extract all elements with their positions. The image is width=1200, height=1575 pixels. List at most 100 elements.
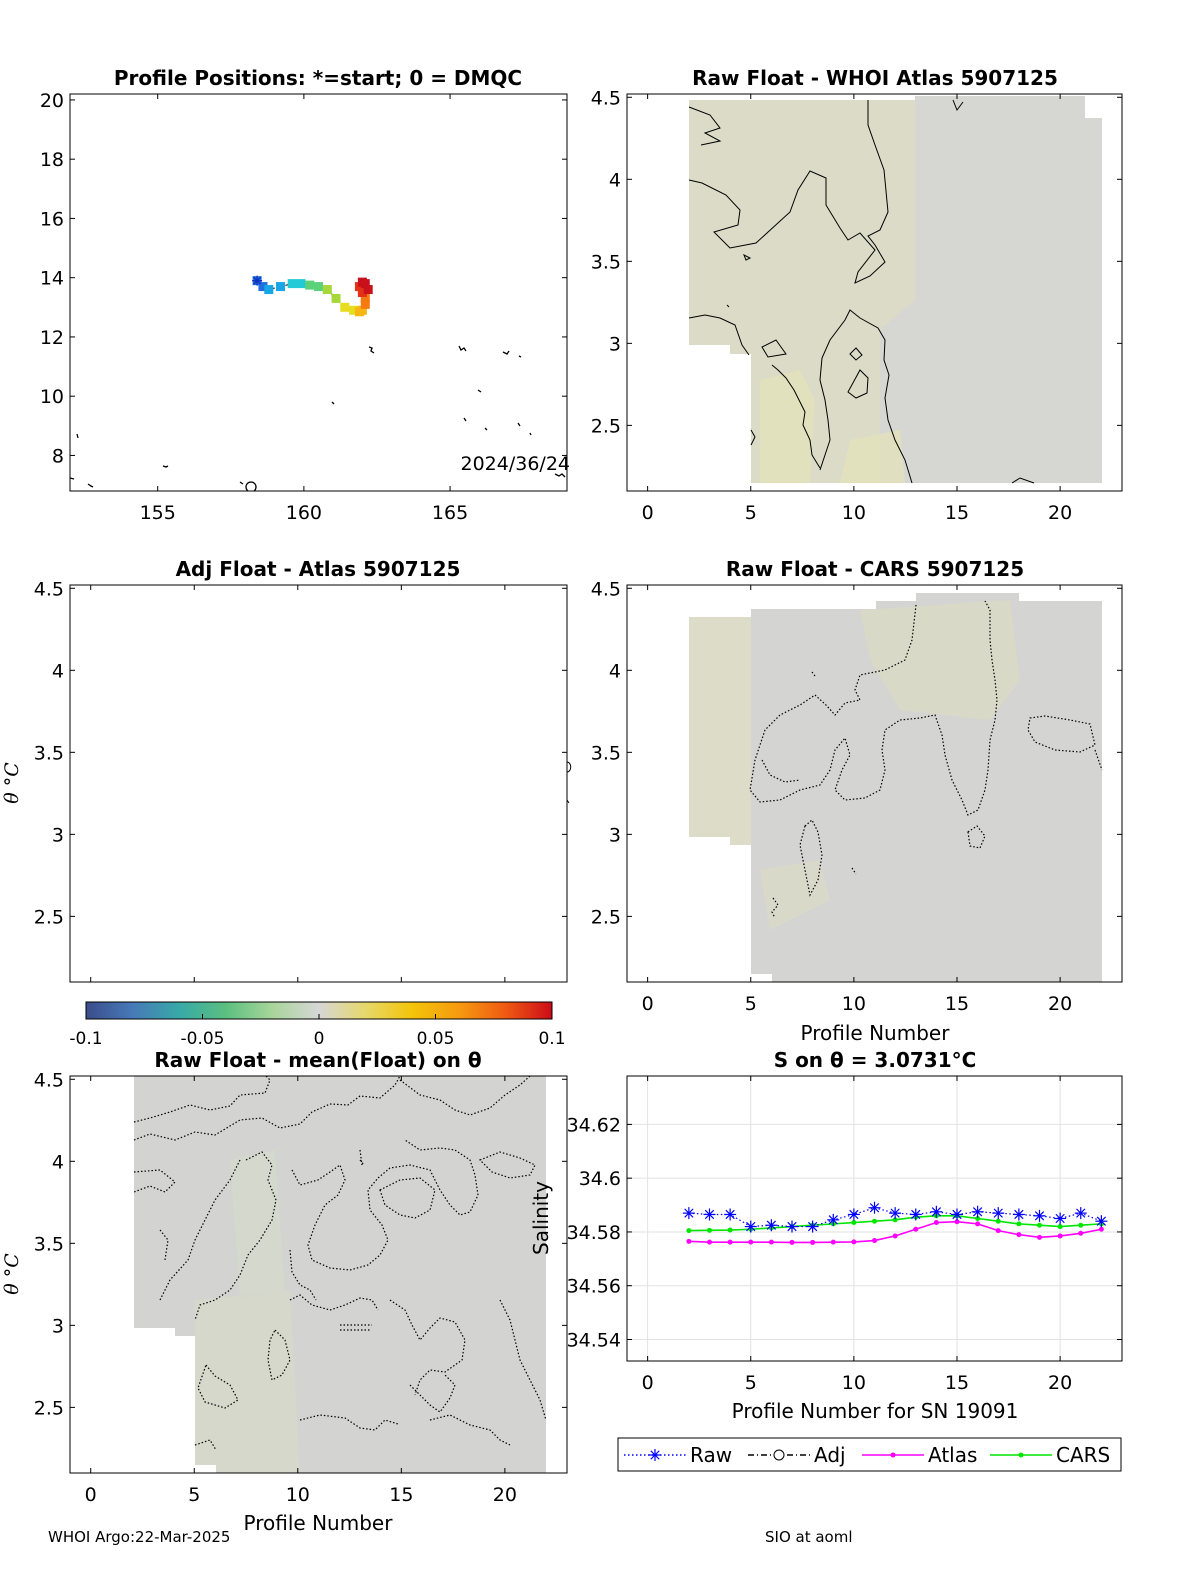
star-marker — [765, 1219, 778, 1232]
x-tick-label: 0 — [85, 1484, 97, 1506]
data-point — [892, 1233, 898, 1239]
x-axis-label: Profile Number — [801, 1021, 951, 1045]
x-tick-label: 15 — [945, 1372, 969, 1394]
positive-region — [689, 617, 751, 845]
x-tick-label: 20 — [1048, 993, 1072, 1015]
data-point — [1098, 1226, 1104, 1232]
footer-left: WHOI Argo:22-Mar-2025 — [48, 1528, 231, 1546]
y-tick-label: 18 — [40, 149, 64, 171]
profile-marker — [305, 280, 315, 290]
x-tick-label: 15 — [945, 502, 969, 524]
y-tick-label: 14 — [40, 268, 64, 290]
series-layer — [682, 1201, 1108, 1245]
data-point — [686, 1228, 692, 1234]
star-marker — [1033, 1209, 1046, 1222]
colorbar-tick-label: -0.1 — [69, 1029, 102, 1049]
legend-label: CARS — [1056, 1443, 1110, 1467]
y-tick-label: 12 — [40, 327, 64, 349]
legend-label: Atlas — [928, 1443, 977, 1467]
y-tick-label: 4 — [52, 660, 64, 682]
data-point — [851, 1239, 857, 1245]
y-tick-label: 34.56 — [567, 1276, 621, 1298]
star-marker — [682, 1207, 695, 1220]
plot-area — [69, 584, 568, 983]
y-axis-label: θ °C — [1, 1253, 23, 1295]
profile-marker — [349, 305, 359, 315]
star-marker — [1074, 1207, 1087, 1220]
y-tick-label: 34.6 — [579, 1168, 621, 1190]
profile-marker — [331, 293, 341, 303]
colorbar: -0.1 -0.05 0 0.05 0.1 — [69, 1001, 566, 1049]
x-tick-label: 20 — [1048, 502, 1072, 524]
axis-ticks: 2.5 3 3.5 4 4.5 0 5 10 15 20 — [591, 578, 1122, 1015]
float-track — [252, 275, 373, 317]
chart-title: Raw Float - mean(Float) on θ — [154, 1048, 481, 1072]
data-point — [1078, 1222, 1084, 1228]
x-tick-label: 5 — [745, 993, 757, 1015]
positive-region — [760, 860, 830, 930]
data-point — [830, 1239, 836, 1245]
y-tick-label: 2.5 — [591, 415, 621, 437]
data-point — [810, 1239, 816, 1245]
data-point — [995, 1228, 1001, 1234]
data-point — [872, 1218, 877, 1224]
data-point — [933, 1220, 939, 1226]
data-point — [913, 1226, 919, 1232]
profile-marker — [360, 293, 370, 303]
x-tick-label: 10 — [842, 1372, 866, 1394]
y-tick-label: 3.5 — [34, 742, 64, 764]
chart-title: Adj Float - Atlas 5907125 — [176, 557, 461, 581]
data-point — [727, 1227, 733, 1233]
y-tick-label: 2.5 — [34, 1397, 64, 1419]
y-tick-label: 34.58 — [567, 1222, 621, 1244]
x-tick-label: 5 — [745, 1372, 757, 1394]
data-point — [975, 1221, 981, 1227]
whoi-atlas-panel: Raw Float - WHOI Atlas 5907125 2.5 3 3.5 4 4… — [591, 66, 1123, 524]
x-tick-label: 20 — [493, 1484, 517, 1506]
data-point — [851, 1220, 857, 1226]
x-tick-label: 0 — [642, 502, 654, 524]
positive-region — [840, 430, 905, 483]
x-tick-label: 165 — [432, 502, 468, 524]
y-tick-label: 4.5 — [591, 87, 621, 109]
y-axis-label: Salinity — [529, 1181, 553, 1255]
y-tick-label: 20 — [40, 90, 64, 112]
x-tick-label: 160 — [286, 502, 322, 524]
profile-marker — [340, 302, 350, 312]
profile-marker — [360, 279, 370, 289]
y-tick-label: 34.62 — [567, 1114, 621, 1136]
profile-marker — [357, 305, 367, 315]
legend-marker — [773, 1449, 785, 1461]
contour-lines — [133, 1076, 547, 1451]
star-marker — [951, 1208, 963, 1221]
start-marker — [252, 275, 263, 286]
y-tick-label: 3.5 — [591, 742, 621, 764]
salinity-panel: S on θ = 3.0731°C Profile Number for SN … — [529, 1048, 1123, 1472]
legend-label: Raw — [690, 1443, 732, 1467]
x-tick-label: 15 — [389, 1484, 413, 1506]
data-point — [954, 1219, 960, 1225]
y-tick-label: 3.5 — [591, 251, 621, 273]
star-marker — [868, 1201, 881, 1214]
coastline — [70, 272, 567, 491]
data-point — [1037, 1234, 1042, 1240]
star-marker — [703, 1208, 716, 1221]
x-tick-label: 20 — [1048, 1372, 1072, 1394]
data-point — [727, 1239, 733, 1245]
data-point — [707, 1239, 712, 1245]
y-tick-label: 34.54 — [567, 1329, 621, 1351]
chart-title: Raw Float - WHOI Atlas 5907125 — [692, 66, 1058, 90]
positive-region — [860, 600, 1020, 720]
y-tick-label: 4 — [52, 1151, 64, 1173]
profile-marker — [296, 279, 306, 289]
cars-panel: Raw Float - CARS 5907125 Profile Number … — [591, 557, 1123, 1045]
colorbar-ticks: -0.1 -0.05 0 0.05 0.1 — [69, 1014, 566, 1049]
legend-label: Adj — [814, 1443, 846, 1467]
profile-marker — [357, 288, 367, 297]
profile-marker — [360, 299, 370, 309]
star-marker — [649, 1449, 661, 1461]
axis-ticks: 2.5 3 3.5 4 4.5 0 5 10 15 20 — [591, 87, 1122, 524]
y-tick-label: 4 — [609, 169, 621, 191]
star-marker — [786, 1220, 798, 1233]
